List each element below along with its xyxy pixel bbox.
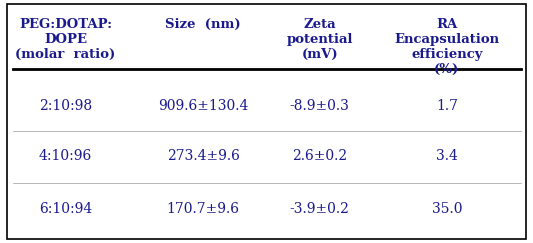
Text: 3.4: 3.4 <box>436 149 458 163</box>
Text: -3.9±0.2: -3.9±0.2 <box>290 202 350 216</box>
Text: 4:10:96: 4:10:96 <box>39 149 92 163</box>
Text: -8.9±0.3: -8.9±0.3 <box>290 99 350 113</box>
FancyBboxPatch shape <box>7 4 526 239</box>
Text: 35.0: 35.0 <box>432 202 462 216</box>
Text: Size  (nm): Size (nm) <box>165 18 241 31</box>
Text: 1.7: 1.7 <box>436 99 458 113</box>
Text: RA
Encapsulation
efficiency
(%): RA Encapsulation efficiency (%) <box>394 18 499 76</box>
Text: 170.7±9.6: 170.7±9.6 <box>167 202 240 216</box>
Text: 2.6±0.2: 2.6±0.2 <box>292 149 348 163</box>
Text: 273.4±9.6: 273.4±9.6 <box>167 149 240 163</box>
Text: PEG:DOTAP:
DOPE
(molar  ratio): PEG:DOTAP: DOPE (molar ratio) <box>15 18 116 61</box>
Text: 2:10:98: 2:10:98 <box>39 99 92 113</box>
Text: 909.6±130.4: 909.6±130.4 <box>158 99 248 113</box>
Text: Zeta
potential
(mV): Zeta potential (mV) <box>287 18 353 61</box>
Text: 6:10:94: 6:10:94 <box>39 202 92 216</box>
